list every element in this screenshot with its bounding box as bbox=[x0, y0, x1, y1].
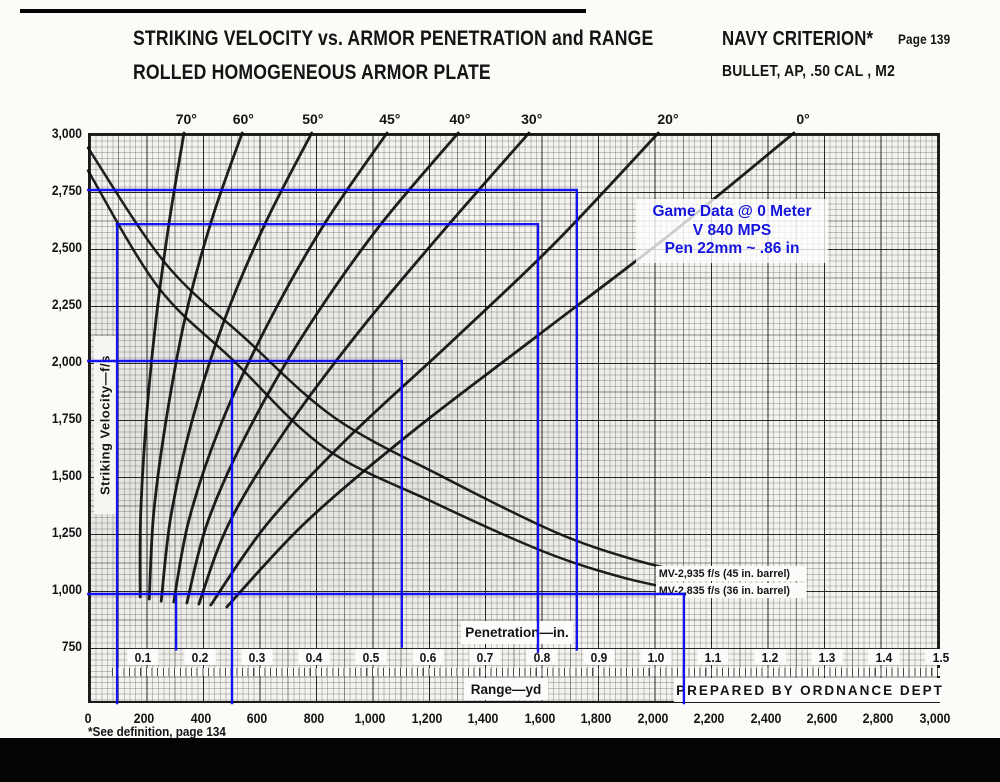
range-tick-label: 0 bbox=[84, 710, 92, 726]
range-tick-label: 1,000 bbox=[354, 710, 386, 726]
range-tick-label: 3,000 bbox=[919, 710, 951, 726]
range-tick-label: 1,200 bbox=[411, 710, 443, 726]
range-tick-label: 200 bbox=[134, 710, 155, 726]
y-axis-tick-label: 2,500 bbox=[51, 239, 82, 255]
y-axis-tick-label: 1,000 bbox=[51, 581, 82, 597]
muzzle-velocity-label-36in: MV-2,835 f/s (36 in. barrel) bbox=[656, 583, 807, 598]
range-tick-label: 1,600 bbox=[524, 710, 556, 726]
obliquity-angle-label: 70° bbox=[175, 111, 197, 127]
penetration-tick-label: 1.1 bbox=[697, 649, 729, 665]
obliquity-angle-label: 0° bbox=[796, 111, 810, 127]
game-data-annotation: Game Data @ 0 Meter V 840 MPS Pen 22mm ~… bbox=[636, 199, 828, 263]
penetration-tick-label: 1.4 bbox=[868, 649, 900, 665]
scan-artifact-top-band bbox=[20, 9, 586, 13]
range-tick-label: 2,200 bbox=[693, 710, 725, 726]
penetration-tick-label: 0.9 bbox=[583, 649, 615, 665]
obliquity-angle-label: 40° bbox=[449, 111, 471, 127]
y-axis-tick-label: 1,750 bbox=[51, 410, 82, 426]
chart-title-line1: STRIKING VELOCITY vs. ARMOR PENETRATION … bbox=[133, 27, 654, 50]
obliquity-angle-label: 20° bbox=[657, 111, 679, 127]
penetration-tick-label: 1.3 bbox=[811, 649, 843, 665]
penetration-tick-label: 0.4 bbox=[298, 649, 330, 665]
penetration-tick-label: 1.5 bbox=[925, 649, 957, 665]
penetration-tick-label: 0.8 bbox=[526, 649, 558, 665]
y-axis-tick-label: 1,250 bbox=[51, 524, 82, 540]
y-axis-tick-label: 2,000 bbox=[51, 353, 82, 369]
obliquity-angle-label: 60° bbox=[232, 111, 254, 127]
page-number-label: Page 139 bbox=[898, 31, 951, 47]
range-tick-label: 1,800 bbox=[580, 710, 612, 726]
annotation-line3: Pen 22mm ~ .86 in bbox=[664, 240, 800, 258]
penetration-tick-label: 0.1 bbox=[127, 649, 159, 665]
penetration-tick-label: 0.6 bbox=[412, 649, 444, 665]
penetration-tick-label: 0.2 bbox=[184, 649, 216, 665]
chart-title-line2: ROLLED HOMOGENEOUS ARMOR PLATE bbox=[133, 61, 491, 84]
annotation-line2: V 840 MPS bbox=[692, 221, 772, 239]
obliquity-angle-label: 50° bbox=[302, 111, 324, 127]
scan-artifact-bottom-band bbox=[0, 738, 1000, 782]
penetration-tick-label: 1.2 bbox=[754, 649, 786, 665]
range-tick-label: 800 bbox=[303, 710, 325, 726]
obliquity-angle-label: 45° bbox=[379, 111, 401, 127]
range-tick-label: 2,600 bbox=[806, 710, 838, 726]
y-axis-tick-label: 3,000 bbox=[51, 125, 82, 141]
annotation-line1: Game Data @ 0 Meter bbox=[652, 203, 812, 221]
footnote: *See definition, page 134 bbox=[88, 724, 226, 739]
y-axis-tick-label: 2,250 bbox=[51, 296, 82, 312]
y-axis-tick-label: 1,500 bbox=[51, 467, 82, 483]
penetration-tick-label: 1.0 bbox=[640, 649, 672, 665]
y-axis-tick-label: 750 bbox=[61, 638, 82, 654]
muzzle-velocity-label-45in: MV-2,935 f/s (45 in. barrel) bbox=[656, 566, 807, 581]
range-tick-label: 600 bbox=[247, 710, 268, 726]
prepared-by-label: PREPARED BY ORDNANCE DEPT bbox=[674, 678, 946, 702]
range-tick-label: 2,800 bbox=[863, 710, 894, 726]
penetration-tick-label: 0.7 bbox=[469, 649, 501, 665]
bullet-spec-label: BULLET, AP, .50 CAL , M2 bbox=[722, 63, 896, 80]
y-axis-title: Striking Velocity—f/s bbox=[94, 336, 116, 514]
penetration-tick-label: 0.5 bbox=[355, 649, 387, 665]
range-tick-label: 400 bbox=[190, 710, 212, 726]
range-axis-title: Range—yd bbox=[464, 678, 548, 700]
penetration-tick-label: 0.3 bbox=[241, 649, 273, 665]
y-axis-tick-label: 2,750 bbox=[51, 182, 82, 198]
range-tick-label: 2,000 bbox=[637, 710, 669, 726]
penetration-axis-title: Penetration—in. bbox=[461, 621, 573, 644]
range-tick-label: 1,400 bbox=[467, 710, 499, 726]
penetration-tick-strip bbox=[112, 668, 940, 676]
range-tick-label: 2,400 bbox=[750, 710, 781, 726]
obliquity-angle-label: 30° bbox=[521, 111, 543, 127]
criterion-label: NAVY CRITERION* bbox=[722, 28, 874, 50]
